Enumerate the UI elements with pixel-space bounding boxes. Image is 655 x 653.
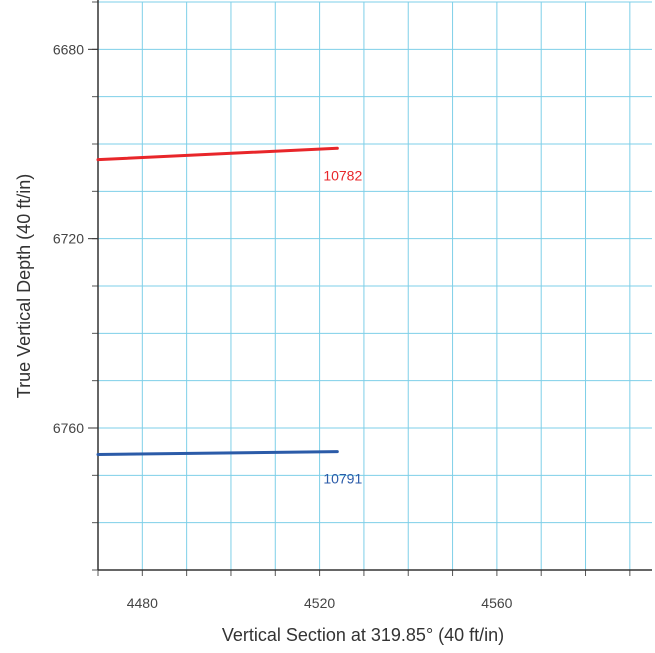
- x-axis-title: Vertical Section at 319.85° (40 ft/in): [222, 625, 504, 645]
- series-line-10782: [96, 146, 339, 162]
- series-layer: [96, 146, 339, 457]
- y-axis-title: True Vertical Depth (40 ft/in): [14, 174, 34, 398]
- axes: 4480 4520 4560 6680 6720 6760: [53, 0, 652, 611]
- x-tick-label: 4480: [127, 595, 158, 611]
- y-tick-label: 6720: [53, 231, 84, 247]
- y-tick-label: 6760: [53, 420, 84, 436]
- labels-layer: 10782 10791: [323, 167, 362, 486]
- x-tick-label: 4520: [304, 595, 335, 611]
- series-label-10791: 10791: [323, 471, 362, 487]
- y-tick-label: 6680: [53, 41, 84, 57]
- series-label-10782: 10782: [323, 167, 362, 183]
- series-line-10791: [96, 450, 339, 457]
- grid-lines: [97, 1, 652, 571]
- x-tick-label: 4560: [481, 595, 512, 611]
